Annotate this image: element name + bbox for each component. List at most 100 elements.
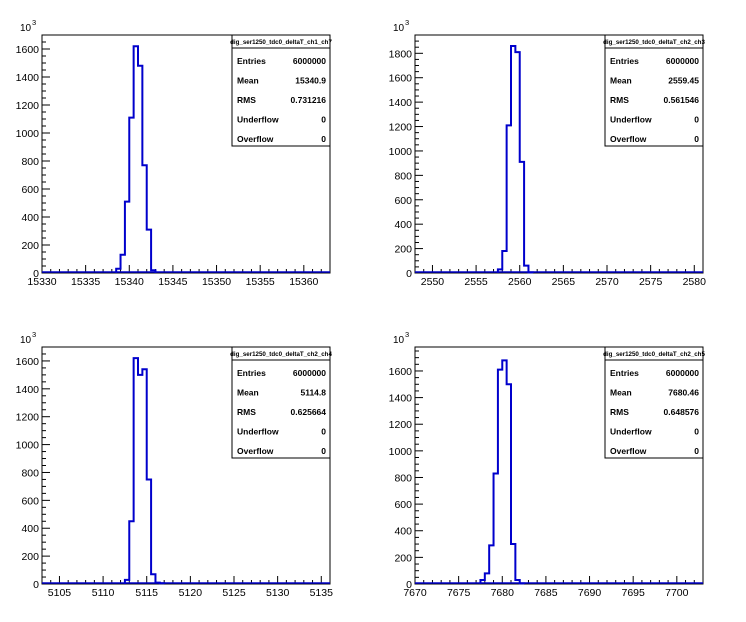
stats-label-underflow: Underflow [610, 115, 652, 125]
stats-label-overflow: Overflow [237, 134, 274, 144]
x-tick-label: 2565 [552, 276, 576, 288]
stats-label-underflow: Underflow [237, 115, 279, 125]
histogram-bin [494, 473, 498, 584]
stats-value-entries: 6000000 [293, 56, 326, 66]
x-tick-label: 5110 [92, 587, 115, 599]
histogram-bin [511, 46, 515, 273]
y-tick-label: 1600 [389, 366, 413, 378]
stats-label-rms: RMS [237, 95, 256, 105]
histogram-bin [151, 574, 155, 584]
histogram-bin [489, 545, 493, 584]
stats-value-mean: 2559.45 [668, 76, 699, 86]
y-exponent-power: 3 [405, 18, 409, 27]
histogram-bin [524, 266, 528, 273]
x-tick-label: 15355 [246, 276, 275, 288]
y-tick-label: 800 [394, 472, 412, 484]
stats-value-rms: 0.625664 [291, 407, 327, 417]
x-tick-label: 2560 [508, 276, 532, 288]
y-exponent-label: 10 [20, 335, 32, 346]
x-tick-label: 7670 [403, 587, 427, 599]
histogram-line [115, 45, 157, 273]
histogram-bin [160, 583, 164, 584]
y-tick-label: 400 [21, 523, 39, 535]
y-tick-label: 600 [21, 495, 39, 507]
stats-value-mean: 7680.46 [668, 388, 699, 398]
histogram-title: dig_ser1250_tdc0_deltaT_ch1_ch7 [230, 39, 332, 46]
stats-value-underflow: 0 [694, 427, 699, 437]
histogram-line [496, 44, 534, 274]
x-tick-label: 7685 [534, 587, 558, 599]
y-tick-label: 1200 [16, 100, 40, 112]
stats-label-rms: RMS [237, 407, 256, 417]
y-tick-label: 800 [21, 467, 39, 479]
x-tick-label: 2555 [464, 276, 488, 288]
x-tick-label: 15335 [71, 276, 100, 288]
histogram-bin [528, 272, 532, 273]
y-tick-label: 1400 [389, 393, 413, 405]
x-tick-label: 2580 [683, 276, 707, 288]
y-tick-label: 1000 [16, 440, 40, 452]
y-tick-label: 0 [406, 268, 412, 280]
y-tick-label: 1800 [389, 48, 413, 60]
histogram-bin [116, 269, 120, 273]
histogram-bin [515, 52, 519, 273]
histogram-bin [129, 118, 133, 273]
y-tick-label: 200 [21, 551, 39, 563]
stats-value-entries: 6000000 [666, 56, 699, 66]
y-exponent-power: 3 [32, 18, 36, 27]
stats-value-rms: 0.648576 [664, 407, 700, 417]
histogram-pad-1: 15330 15335 15340 15345 15350 15355 15360 0 200 4… [16, 18, 333, 288]
y-tick-label: 1000 [389, 146, 413, 158]
x-tick-label: 2570 [595, 276, 619, 288]
y-tick-label: 1400 [389, 97, 413, 109]
y-tick-label: 400 [21, 212, 39, 224]
y-tick-label: 400 [394, 219, 412, 231]
histogram-bin [498, 370, 502, 584]
y-tick-label: 0 [33, 579, 39, 591]
stats-value-entries: 6000000 [666, 368, 699, 378]
histogram-pad-3: 5105 5110 5115 5120 5125 5130 5135 0 200 400 600 80… [16, 330, 333, 599]
stats-label-mean: Mean [610, 388, 632, 398]
stats-label-mean: Mean [610, 76, 632, 86]
y-exponent-power: 3 [32, 330, 36, 339]
histogram-bin [502, 360, 506, 584]
x-tick-label: 5105 [48, 587, 72, 599]
histogram-bin [511, 544, 515, 584]
y-tick-label: 1200 [389, 419, 413, 431]
histogram-title: dig_ser1250_tdc0_deltaT_ch2_ch3 [603, 39, 705, 46]
stats-label-entries: Entries [610, 56, 639, 66]
stats-value-mean: 5114.8 [300, 388, 326, 398]
y-exponent-label: 10 [393, 23, 405, 34]
x-tick-label: 15360 [289, 276, 318, 288]
stats-value-overflow: 0 [694, 446, 699, 456]
x-tick-label: 15350 [202, 276, 231, 288]
y-tick-label: 800 [394, 170, 412, 182]
stats-label-entries: Entries [237, 368, 266, 378]
x-tick-label: 5120 [179, 587, 203, 599]
histogram-bin [138, 66, 142, 273]
stats-box [231, 346, 331, 459]
y-tick-label: 200 [394, 244, 412, 256]
histogram-bin [142, 369, 146, 584]
histogram-title: dig_ser1250_tdc0_deltaT_ch2_ch5 [603, 351, 705, 358]
stats-label-entries: Entries [610, 368, 639, 378]
stats-value-underflow: 0 [321, 427, 326, 437]
y-exponent-label: 10 [393, 335, 405, 346]
x-tick-label: 15345 [158, 276, 187, 288]
y-tick-label: 1600 [16, 356, 40, 368]
histogram-bin [498, 269, 502, 273]
stats-label-underflow: Underflow [610, 427, 652, 437]
stats-label-overflow: Overflow [610, 134, 647, 144]
stats-label-mean: Mean [237, 388, 259, 398]
histogram-pad-4: 7670 7675 7680 7685 7690 7695 7700 0 200 400 600 80… [389, 330, 706, 599]
x-tick-label: 7690 [578, 587, 602, 599]
plot-frame [414, 34, 704, 274]
y-tick-label: 1000 [16, 128, 40, 140]
y-tick-label: 1600 [389, 73, 413, 85]
stats-label-overflow: Overflow [610, 446, 647, 456]
y-exponent-label: 10 [20, 23, 32, 34]
stats-value-underflow: 0 [321, 115, 326, 125]
histogram-bin [121, 255, 125, 273]
histogram-bin [138, 375, 142, 584]
y-tick-label: 0 [33, 268, 39, 280]
